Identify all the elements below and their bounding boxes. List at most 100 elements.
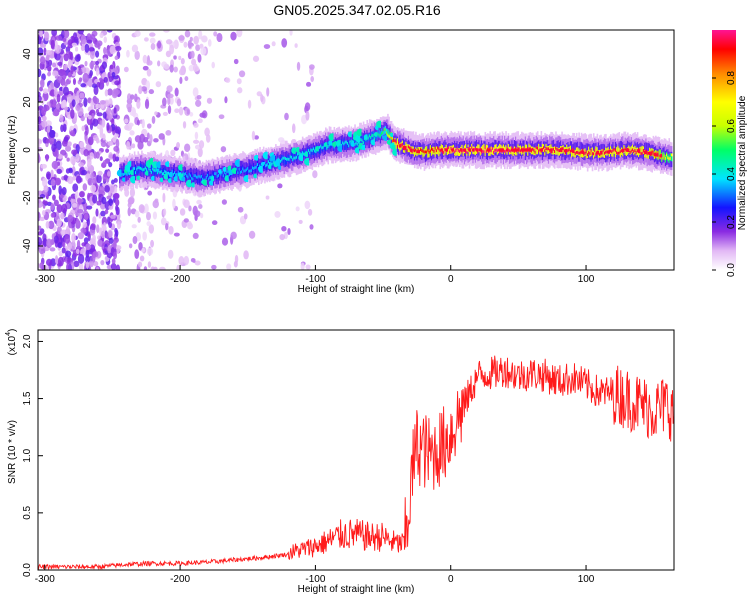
noise-blob <box>52 110 60 117</box>
noise-blob <box>196 95 202 100</box>
ridge-peak <box>409 148 414 153</box>
noise-blob <box>165 39 173 45</box>
ridge-cell <box>440 144 443 152</box>
noise-blob <box>83 213 89 221</box>
ridge-cell <box>153 168 155 172</box>
ridge-cell <box>128 172 131 176</box>
ridge-cell <box>227 169 230 178</box>
noise-blob <box>50 39 55 49</box>
noise-blob <box>198 204 203 209</box>
ridge-cell <box>489 146 492 150</box>
ridge-cell <box>382 130 384 139</box>
noise-blob <box>193 122 199 128</box>
ridge-cell <box>137 166 140 169</box>
noise-blob <box>85 243 92 251</box>
ridge-cell <box>344 140 347 144</box>
noise-blob <box>65 225 71 236</box>
noise-blob <box>83 237 89 244</box>
noise-blob <box>52 62 57 68</box>
noise-blob <box>108 161 113 168</box>
noise-blob <box>61 247 66 254</box>
ridge-cell <box>612 149 615 157</box>
noise-blob <box>138 85 143 95</box>
ridge-cell <box>385 131 388 135</box>
ridge-cell <box>237 167 239 176</box>
chart-title: GN05.2025.347.02.05.R16 <box>273 2 441 18</box>
ridge-cell <box>216 175 219 178</box>
noise-blob <box>221 237 229 246</box>
noise-blob <box>101 61 108 70</box>
y-tick-label: 2.0 <box>22 334 33 348</box>
noise-blob <box>169 96 174 105</box>
noise-blob <box>111 71 116 78</box>
ridge-cell <box>614 149 617 158</box>
noise-blob <box>305 110 310 121</box>
noise-blob <box>78 77 83 82</box>
noise-blob <box>67 176 74 185</box>
ridge-cell <box>136 167 138 175</box>
ridge-cell <box>420 147 422 155</box>
ridge-cell <box>415 148 417 152</box>
noise-blob <box>197 118 203 124</box>
noise-blob <box>60 212 65 220</box>
ridge-cell <box>396 144 399 148</box>
noise-blob <box>61 71 67 80</box>
ridge-cell <box>605 150 607 154</box>
noise-blob <box>113 145 120 152</box>
ridge-cell <box>659 156 662 160</box>
ridge-cell <box>387 129 389 137</box>
noise-blob <box>281 38 288 48</box>
noise-blob <box>106 113 113 121</box>
ridge-blob <box>267 164 273 170</box>
ridge-cell <box>249 162 252 171</box>
noise-blob <box>93 151 97 159</box>
noise-blob <box>149 32 156 37</box>
noise-blob <box>178 106 184 116</box>
spectrogram-ylabel: Frequency (Hz) <box>7 116 18 185</box>
ridge-cell <box>142 168 144 172</box>
noise-blob <box>184 76 189 82</box>
noise-blob <box>95 50 100 58</box>
ridge-cell <box>206 173 209 177</box>
noise-blob <box>50 169 54 178</box>
noise-blob <box>183 218 189 223</box>
noise-blob <box>38 36 42 45</box>
noise-blob <box>77 30 84 35</box>
noise-blob <box>146 123 152 129</box>
noise-blob <box>168 225 174 235</box>
ridge-blob <box>253 173 258 179</box>
noise-blob <box>89 152 94 160</box>
ridge-cell <box>484 146 487 150</box>
noise-blob <box>54 40 58 51</box>
snr-multiplier-exp: 4 <box>5 332 12 336</box>
ridge-cell <box>370 135 372 143</box>
noise-blob <box>243 250 249 260</box>
noise-blob <box>53 87 58 98</box>
noise-blob <box>194 260 201 266</box>
noise-blob <box>107 245 111 254</box>
ridge-cell <box>383 128 386 132</box>
ridge-cell <box>499 143 501 152</box>
ridge-peak <box>581 150 586 154</box>
ridge-cell <box>432 148 434 152</box>
ridge-cell <box>378 133 381 137</box>
noise-blob <box>39 43 47 48</box>
ridge-cell <box>200 173 203 182</box>
ridge-cell <box>569 149 572 153</box>
noise-blob <box>62 197 67 203</box>
ridge-cell <box>495 148 498 152</box>
ridge-cell <box>152 167 154 171</box>
noise-blob <box>180 66 184 76</box>
noise-blob <box>143 266 148 270</box>
ridge-cell <box>251 166 254 170</box>
noise-blob <box>128 196 135 205</box>
noise-blob <box>50 212 55 218</box>
ridge-cell <box>506 146 509 150</box>
ridge-cell <box>603 151 606 155</box>
ridge-cell <box>617 145 619 154</box>
noise-blob <box>237 87 243 94</box>
ridge-cell <box>613 147 616 151</box>
noise-blob <box>96 81 101 88</box>
ridge-cell <box>466 150 468 154</box>
noise-blob <box>53 199 59 207</box>
